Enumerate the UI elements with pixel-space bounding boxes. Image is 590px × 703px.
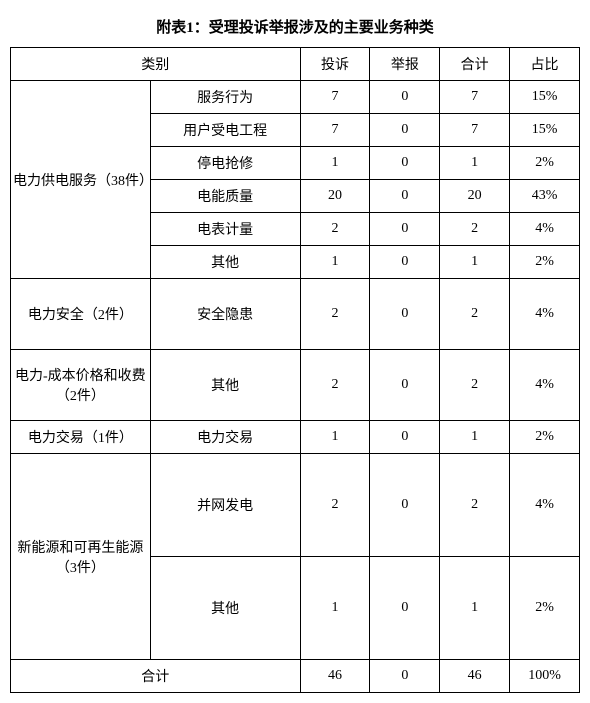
col-header-report: 举报 — [370, 48, 440, 81]
cell-ratio: 2% — [510, 557, 580, 660]
cell-total: 1 — [440, 147, 510, 180]
cell-ratio: 43% — [510, 180, 580, 213]
col-header-total: 合计 — [440, 48, 510, 81]
cell-ratio: 4% — [510, 350, 580, 421]
table-totals-row: 合计 46 0 46 100% — [11, 660, 580, 693]
cell-complaint: 2 — [300, 279, 370, 350]
table-row: 电力供电服务（38件） 服务行为 7 0 7 15% — [11, 81, 580, 114]
col-header-ratio: 占比 — [510, 48, 580, 81]
group-label: 电力交易（1件） — [11, 421, 151, 454]
cell-report: 0 — [370, 421, 440, 454]
cell-ratio: 4% — [510, 454, 580, 557]
cell-complaint: 1 — [300, 147, 370, 180]
totals-report: 0 — [370, 660, 440, 693]
totals-label: 合计 — [11, 660, 301, 693]
sub-label: 其他 — [150, 350, 300, 421]
cell-complaint: 2 — [300, 454, 370, 557]
group-label: 新能源和可再生能源（3件） — [11, 454, 151, 660]
cell-ratio: 2% — [510, 147, 580, 180]
table-header-row: 类别 投诉 举报 合计 占比 — [11, 48, 580, 81]
table-caption: 附表1：受理投诉举报涉及的主要业务种类 — [10, 10, 580, 47]
cell-complaint: 7 — [300, 114, 370, 147]
cell-total: 2 — [440, 454, 510, 557]
cell-report: 0 — [370, 246, 440, 279]
cell-report: 0 — [370, 557, 440, 660]
group-label: 电力安全（2件） — [11, 279, 151, 350]
cell-total: 20 — [440, 180, 510, 213]
table-row: 新能源和可再生能源（3件） 并网发电 2 0 2 4% — [11, 454, 580, 557]
cell-ratio: 2% — [510, 421, 580, 454]
sub-label: 电力交易 — [150, 421, 300, 454]
cell-complaint: 20 — [300, 180, 370, 213]
col-header-complaint: 投诉 — [300, 48, 370, 81]
sub-label: 电能质量 — [150, 180, 300, 213]
totals-ratio: 100% — [510, 660, 580, 693]
cell-total: 2 — [440, 279, 510, 350]
sub-label: 电表计量 — [150, 213, 300, 246]
sub-label: 并网发电 — [150, 454, 300, 557]
sub-label: 停电抢修 — [150, 147, 300, 180]
sub-label: 其他 — [150, 246, 300, 279]
cell-report: 0 — [370, 81, 440, 114]
cell-complaint: 1 — [300, 246, 370, 279]
cell-complaint: 7 — [300, 81, 370, 114]
cell-ratio: 15% — [510, 114, 580, 147]
cell-report: 0 — [370, 454, 440, 557]
totals-total: 46 — [440, 660, 510, 693]
cell-ratio: 2% — [510, 246, 580, 279]
cell-complaint: 2 — [300, 213, 370, 246]
group-label: 电力供电服务（38件） — [11, 81, 151, 279]
cell-report: 0 — [370, 350, 440, 421]
sub-label: 用户受电工程 — [150, 114, 300, 147]
cell-total: 2 — [440, 213, 510, 246]
group-label: 电力-成本价格和收费（2件） — [11, 350, 151, 421]
cell-ratio: 15% — [510, 81, 580, 114]
cell-total: 1 — [440, 421, 510, 454]
table-row: 电力-成本价格和收费（2件） 其他 2 0 2 4% — [11, 350, 580, 421]
cell-report: 0 — [370, 114, 440, 147]
cell-report: 0 — [370, 180, 440, 213]
sub-label: 服务行为 — [150, 81, 300, 114]
cell-complaint: 1 — [300, 421, 370, 454]
cell-ratio: 4% — [510, 279, 580, 350]
sub-label: 其他 — [150, 557, 300, 660]
cell-report: 0 — [370, 213, 440, 246]
sub-label: 安全隐患 — [150, 279, 300, 350]
cell-total: 7 — [440, 81, 510, 114]
cell-total: 7 — [440, 114, 510, 147]
cell-report: 0 — [370, 147, 440, 180]
cell-total: 1 — [440, 246, 510, 279]
cell-report: 0 — [370, 279, 440, 350]
business-category-table: 类别 投诉 举报 合计 占比 电力供电服务（38件） 服务行为 7 0 7 15… — [10, 47, 580, 693]
table-row: 电力安全（2件） 安全隐患 2 0 2 4% — [11, 279, 580, 350]
cell-ratio: 4% — [510, 213, 580, 246]
cell-complaint: 1 — [300, 557, 370, 660]
cell-complaint: 2 — [300, 350, 370, 421]
totals-complaint: 46 — [300, 660, 370, 693]
cell-total: 1 — [440, 557, 510, 660]
cell-total: 2 — [440, 350, 510, 421]
col-header-category: 类别 — [11, 48, 301, 81]
table-row: 电力交易（1件） 电力交易 1 0 1 2% — [11, 421, 580, 454]
